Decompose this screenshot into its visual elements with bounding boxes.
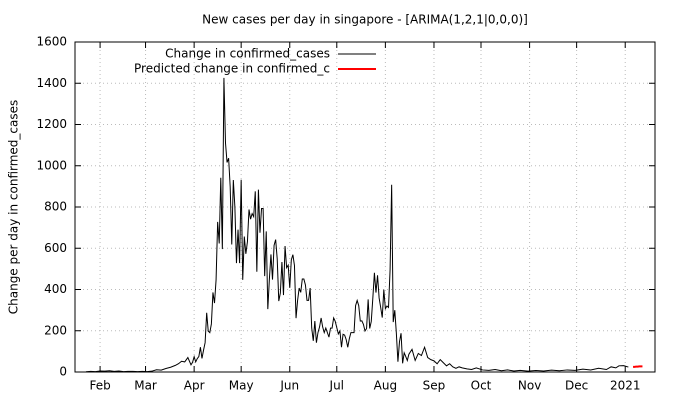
y-tick-label: 0: [59, 365, 67, 379]
y-tick-label: 800: [44, 200, 67, 214]
x-tick-label: Aug: [374, 379, 397, 393]
x-tick-label: Apr: [184, 379, 205, 393]
chart-title: New cases per day in singapore - [ARIMA(…: [202, 13, 528, 27]
y-tick-label: 1000: [36, 158, 67, 172]
x-tick-label: Mar: [134, 379, 157, 393]
y-tick-label: 400: [44, 282, 67, 296]
x-tick-label: May: [229, 379, 254, 393]
x-tick-label: Nov: [518, 379, 541, 393]
y-tick-label: 200: [44, 323, 67, 337]
y-tick-label: 1400: [36, 76, 67, 90]
legend-label: Change in confirmed_cases: [165, 47, 330, 61]
x-tick-label: 2021: [610, 379, 641, 393]
x-tick-label: Sep: [423, 379, 446, 393]
y-tick-label: 1600: [36, 35, 67, 49]
x-tick-label: Feb: [89, 379, 110, 393]
x-tick-label: Jun: [279, 379, 299, 393]
x-tick-label: Oct: [471, 379, 492, 393]
series-line: [86, 78, 628, 372]
x-tick-label: Dec: [565, 379, 588, 393]
y-axis-label: Change per day in confirmed_cases: [7, 100, 21, 315]
x-tick-label: Jul: [329, 379, 344, 393]
y-tick-label: 600: [44, 241, 67, 255]
y-tick-label: 1200: [36, 117, 67, 131]
legend-label: Predicted change in confirmed_c: [134, 62, 330, 76]
